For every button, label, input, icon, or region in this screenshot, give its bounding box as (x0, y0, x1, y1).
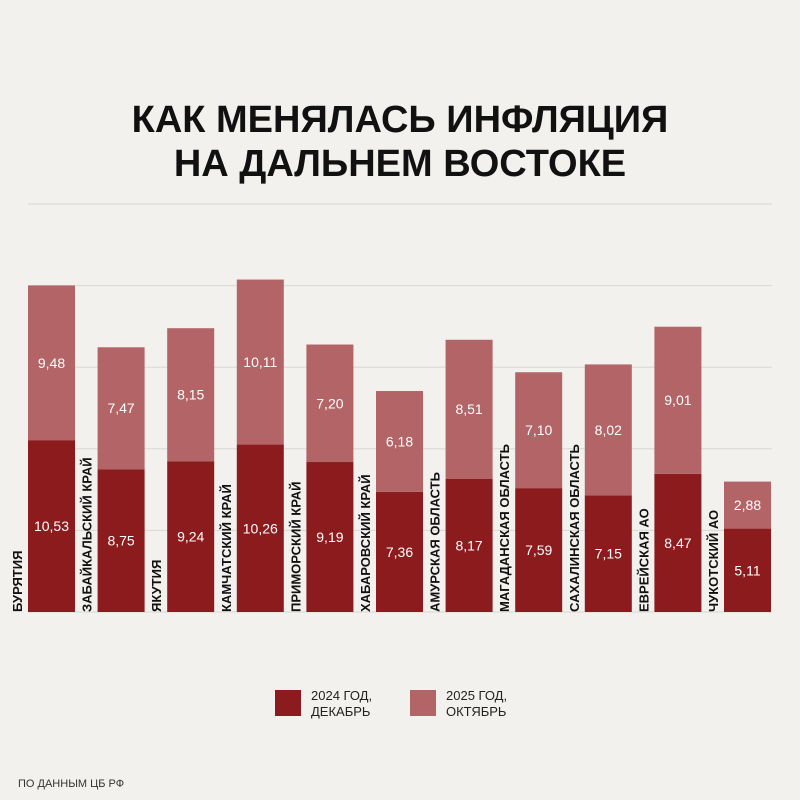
bar-segment (97, 347, 145, 470)
category-label: ЕВРЕЙСКАЯ АО (636, 508, 651, 612)
legend-swatch (410, 690, 436, 716)
category-label: КАМЧАТСКИЙ КРАЙ (219, 484, 234, 612)
source-note: ПО ДАННЫМ ЦБ РФ (18, 778, 125, 790)
bar-segment (236, 279, 284, 445)
category-label: ЗАБАЙКАЛЬСКИЙ КРАЙ (80, 457, 95, 612)
value-label: 9,24 (177, 529, 204, 545)
category-label: ЧУКОТСКИЙ АО (706, 510, 721, 612)
bar-segment (236, 444, 284, 612)
value-label: 8,75 (107, 533, 134, 549)
value-label: 5,11 (734, 562, 760, 578)
bar-segment (584, 495, 632, 612)
chart-title: КАК МЕНЯЛАСЬ ИНФЛЯЦИЯ НА ДАЛЬНЕМ ВОСТОКЕ (131, 99, 669, 185)
bar-segment (515, 488, 563, 612)
value-label: 6,18 (386, 433, 413, 449)
value-label: 8,51 (455, 401, 482, 417)
bar-segment (654, 473, 702, 612)
value-label: 7,20 (316, 395, 343, 411)
value-label: 7,36 (386, 544, 413, 560)
value-label: 10,53 (34, 518, 69, 534)
bar-segment (724, 481, 771, 529)
value-label: 9,48 (38, 355, 65, 371)
category-label: ХАБАРОВСКИЙ КРАЙ (358, 474, 373, 612)
bar-segment (584, 364, 632, 496)
value-label: 2,88 (734, 497, 761, 513)
bar-segment (28, 285, 75, 441)
bar-segment (306, 344, 354, 463)
category-label: ПРИМОРСКИЙ КРАЙ (288, 482, 303, 612)
value-label: 7,59 (525, 542, 552, 558)
bar-segment (654, 326, 702, 474)
bar-segment (28, 440, 75, 612)
bar-segment (376, 491, 423, 612)
value-label: 8,02 (595, 422, 622, 438)
category-label: МАГАДАНСКАЯ ОБЛАСТЬ (497, 444, 512, 612)
value-label: 10,26 (243, 520, 278, 536)
category-label: ЯКУТИЯ (149, 560, 164, 612)
category-label: АМУРСКАЯ ОБЛАСТЬ (428, 472, 443, 612)
value-label: 9,19 (316, 529, 343, 545)
legend-swatch (275, 690, 301, 716)
bar-segment (167, 461, 215, 612)
value-label: 10,11 (243, 354, 277, 370)
bar-segment (376, 391, 423, 492)
value-label: 8,15 (177, 387, 204, 403)
category-label: САХАЛИНСКАЯ ОБЛАСТЬ (567, 444, 582, 612)
legend-label: 2024 ГОД, ДЕКАБРЬ (311, 688, 373, 719)
bar-segment (97, 469, 145, 612)
value-label: 8,17 (455, 537, 482, 553)
category-label: БУРЯТИЯ (10, 551, 25, 612)
bar-segment (724, 528, 771, 612)
bar-segment (445, 339, 493, 479)
value-label: 7,10 (525, 422, 552, 438)
legend-label: 2025 ГОД, ОКТЯБРЬ (446, 688, 508, 719)
bar-segment (167, 328, 215, 462)
bar-segment (515, 372, 563, 489)
value-label: 7,15 (595, 546, 622, 562)
bar-segment (445, 478, 493, 612)
value-label: 7,47 (107, 400, 134, 416)
value-label: 9,01 (664, 392, 691, 408)
bar-segment (306, 462, 354, 612)
value-label: 8,47 (664, 535, 691, 551)
